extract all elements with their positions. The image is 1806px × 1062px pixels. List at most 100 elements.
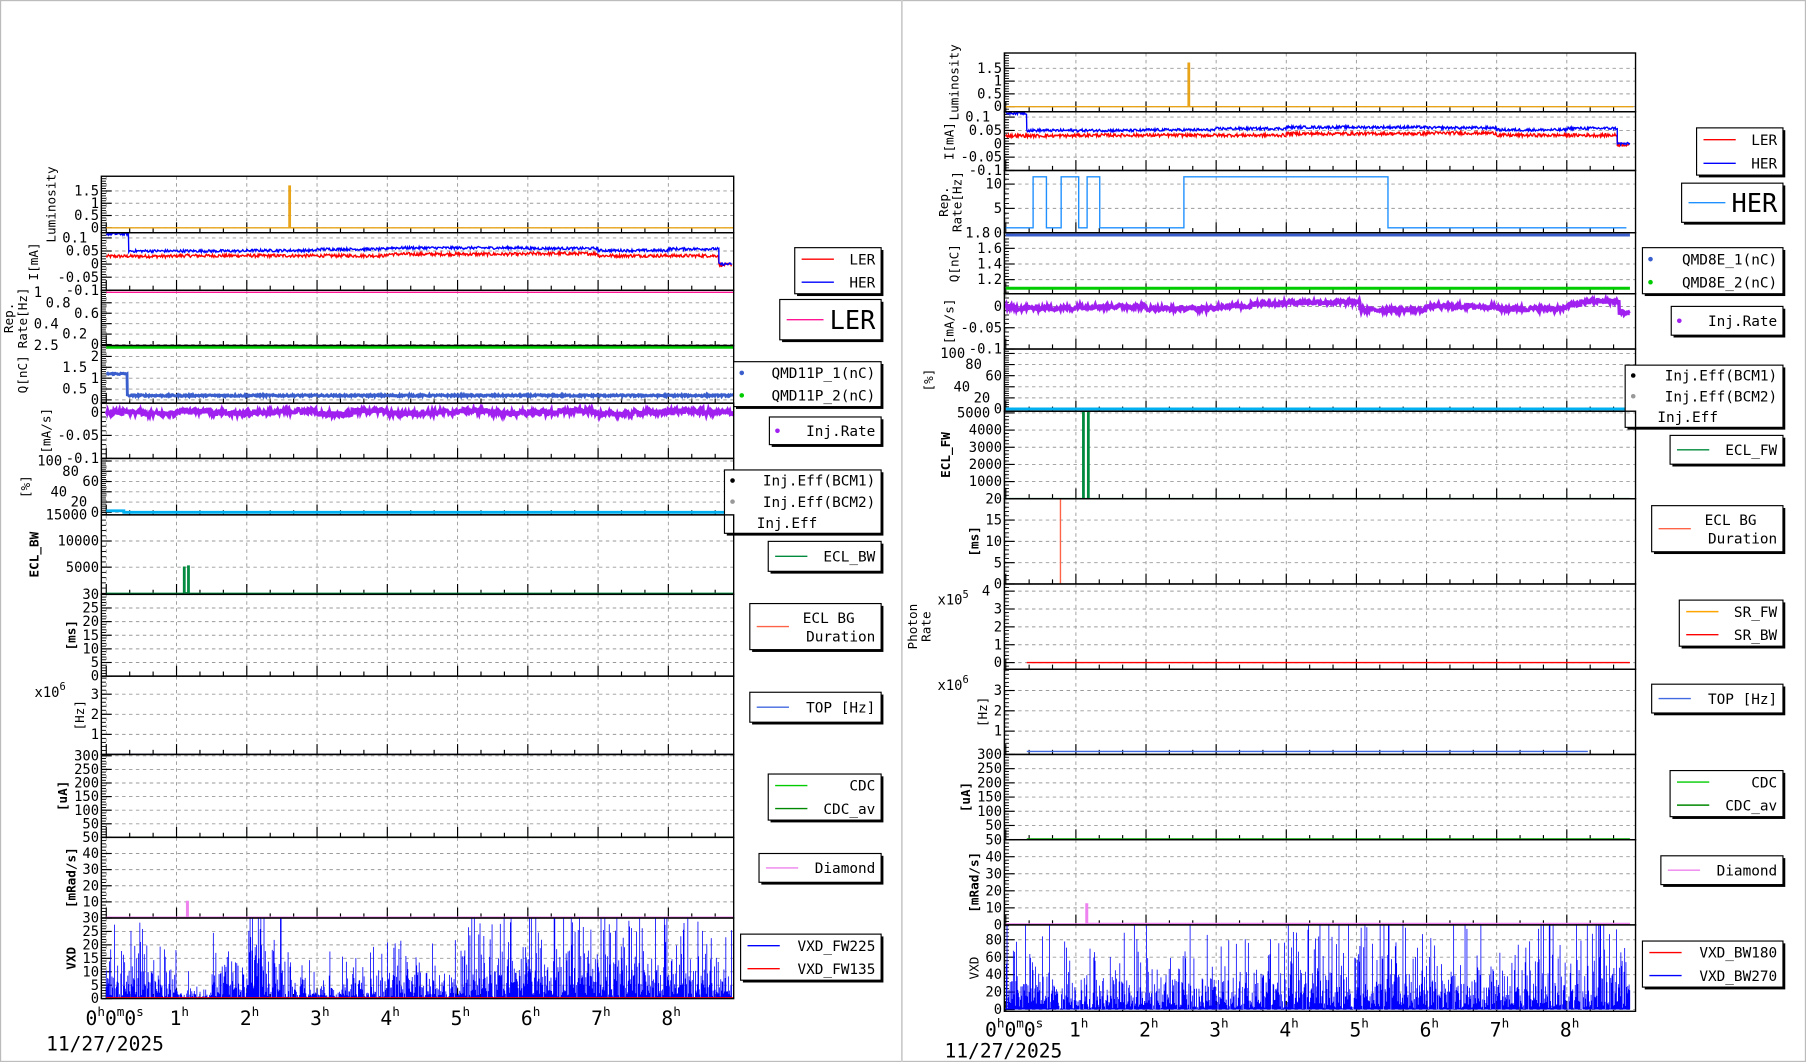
y-tick-label: 0 (994, 136, 1002, 152)
y-tick-label: 10 (985, 534, 1002, 550)
y-tick-label: 0 (91, 392, 99, 408)
y-tick-label: 0.05 (66, 244, 99, 260)
series-inj-rate (1004, 293, 1631, 319)
y-tick-label: 0 (994, 225, 1002, 241)
panel-frame (100, 231, 735, 291)
y-tick-label: 150 (977, 790, 1002, 806)
legend-label: Inj.Eff (757, 516, 818, 532)
y-tick-label: -0.05 (960, 320, 1002, 336)
y-tick-label: 0 (994, 299, 1002, 315)
x-tick-label: 6h (1420, 1015, 1439, 1041)
x-tick-value: 7 (591, 1007, 603, 1030)
legend-box: SR_FW SR_BW (1678, 599, 1786, 649)
y-axis-label: Luminosity (43, 166, 58, 243)
y-tick-label: 3 (994, 683, 1002, 699)
y-tick-label: 0.6 (74, 306, 99, 322)
legend-label: ECL_BW (823, 550, 875, 566)
y-axis-label: VXD (966, 957, 981, 980)
y-tick-label: 5000 (957, 406, 990, 422)
x-tick-unit: h (462, 1004, 470, 1019)
panel-frame (100, 593, 735, 677)
y-tick-label: 250 (977, 761, 1002, 777)
y-axis-label: Q[nC] (946, 244, 961, 282)
y-tick-label: 40 (82, 846, 99, 862)
legend-dot-marker (1677, 318, 1682, 324)
y-tick-label: 0 (994, 655, 1002, 671)
legend-label: ECL BG (803, 611, 855, 627)
y-tick-label: 100 (74, 803, 99, 819)
legend-box: Inj.Eff(BCM1) Inj.Eff(BCM2) Inj.Eff (1624, 364, 1786, 430)
x-tick-value: 8 (1560, 1019, 1572, 1042)
x-tick-unit: h (533, 1004, 541, 1019)
x-tick-unit: h (1221, 1015, 1229, 1030)
y-axis-label: ECL_BW (27, 531, 43, 577)
legend-label: CDC (849, 779, 875, 795)
y-tick-label: 15 (985, 513, 1002, 529)
y-axis-label: [ms] (63, 620, 78, 650)
legend-dot-marker (1630, 373, 1636, 378)
legend-box: TOP [Hz] (749, 691, 884, 725)
panel-frame (1003, 498, 1637, 585)
y-tick-label: 15 (82, 628, 99, 644)
y-tick-label: 60 (985, 368, 1002, 384)
y-tick-label: 200 (977, 775, 1002, 791)
series-ecl-bw (106, 565, 734, 594)
legend-label: HER (849, 275, 875, 291)
y-multiplier-label: x106 (938, 674, 969, 694)
panel--: 020406080100Inj.Eff(BCM1)Inj.Eff(BCM2)In… (18, 454, 884, 536)
legend-label: LER (830, 305, 876, 335)
y-axis-label: [mA/s] (941, 299, 956, 345)
x-tick-label: 1h (1069, 1015, 1088, 1041)
legend-label: Inj.Eff(BCM1) (1665, 369, 1778, 385)
legend-box: Diamond (758, 852, 884, 885)
legend-label-line2: Duration (806, 630, 875, 646)
legend-box: QMD11P_1(nC) QMD11P_2(nC) (733, 361, 884, 409)
legend-dot-marker (739, 370, 745, 376)
x-tick-unit: h (1431, 1015, 1439, 1030)
legend-frame (794, 247, 882, 295)
panel-frame (100, 917, 735, 1000)
legend-box: Inj.Rate (768, 416, 884, 447)
panel-frame (100, 175, 735, 234)
panel-luminosity: 00.511.5 Luminosity (43, 166, 735, 243)
legend-box: HER (1681, 182, 1786, 225)
x-tick-value: 5 (451, 1007, 463, 1030)
x-tick-label: 0h0m0s (86, 1004, 144, 1030)
panel--hz-: 1 2 3 TOP [Hz] x106 [Hz] (938, 668, 1786, 756)
legend-label: SR_FW (1734, 605, 1778, 621)
y-tick-label: 1 (34, 285, 42, 301)
series-inj-eff (106, 509, 734, 514)
y-tick-label: 20 (71, 495, 88, 511)
y-tick-label: 0 (994, 577, 1002, 593)
panel-rep-rate-hz-: 00.20.4 0.60.81 LER Rep.Rate[Hz] (1, 285, 884, 353)
y-tick-label: 10 (985, 177, 1002, 193)
y-tick-label: 60 (985, 950, 1002, 966)
y-axis-label: [%] (18, 475, 33, 498)
y-tick-label: -0.05 (57, 270, 99, 286)
x-tick-unit: h (1151, 1015, 1159, 1030)
series-group (104, 403, 734, 423)
x-tick-unit: h (673, 1004, 681, 1019)
legend-dot-marker (775, 428, 780, 434)
y-axis-label: [Hz] (975, 697, 990, 727)
x-tick-unit: m (117, 1004, 125, 1019)
panel-frame (1003, 231, 1637, 295)
y-axis-label: Rep.Rate[Hz] (936, 171, 965, 232)
y-tick-label: 100 (977, 804, 1002, 820)
x-tick-unit: s (136, 1004, 144, 1019)
x-tick-value: 2 (240, 1007, 252, 1030)
y-axis-label: [mRad/s] (966, 852, 981, 913)
legend-label-line2: Duration (1708, 532, 1777, 548)
legend-label: CDC (1751, 775, 1777, 791)
series-group (106, 185, 734, 229)
series-group (1005, 924, 1631, 1010)
legend-label: HER (1731, 188, 1777, 218)
legend-frame (740, 933, 882, 981)
x-tick-value: 2 (1139, 1019, 1151, 1042)
legend-frame (1670, 305, 1784, 336)
